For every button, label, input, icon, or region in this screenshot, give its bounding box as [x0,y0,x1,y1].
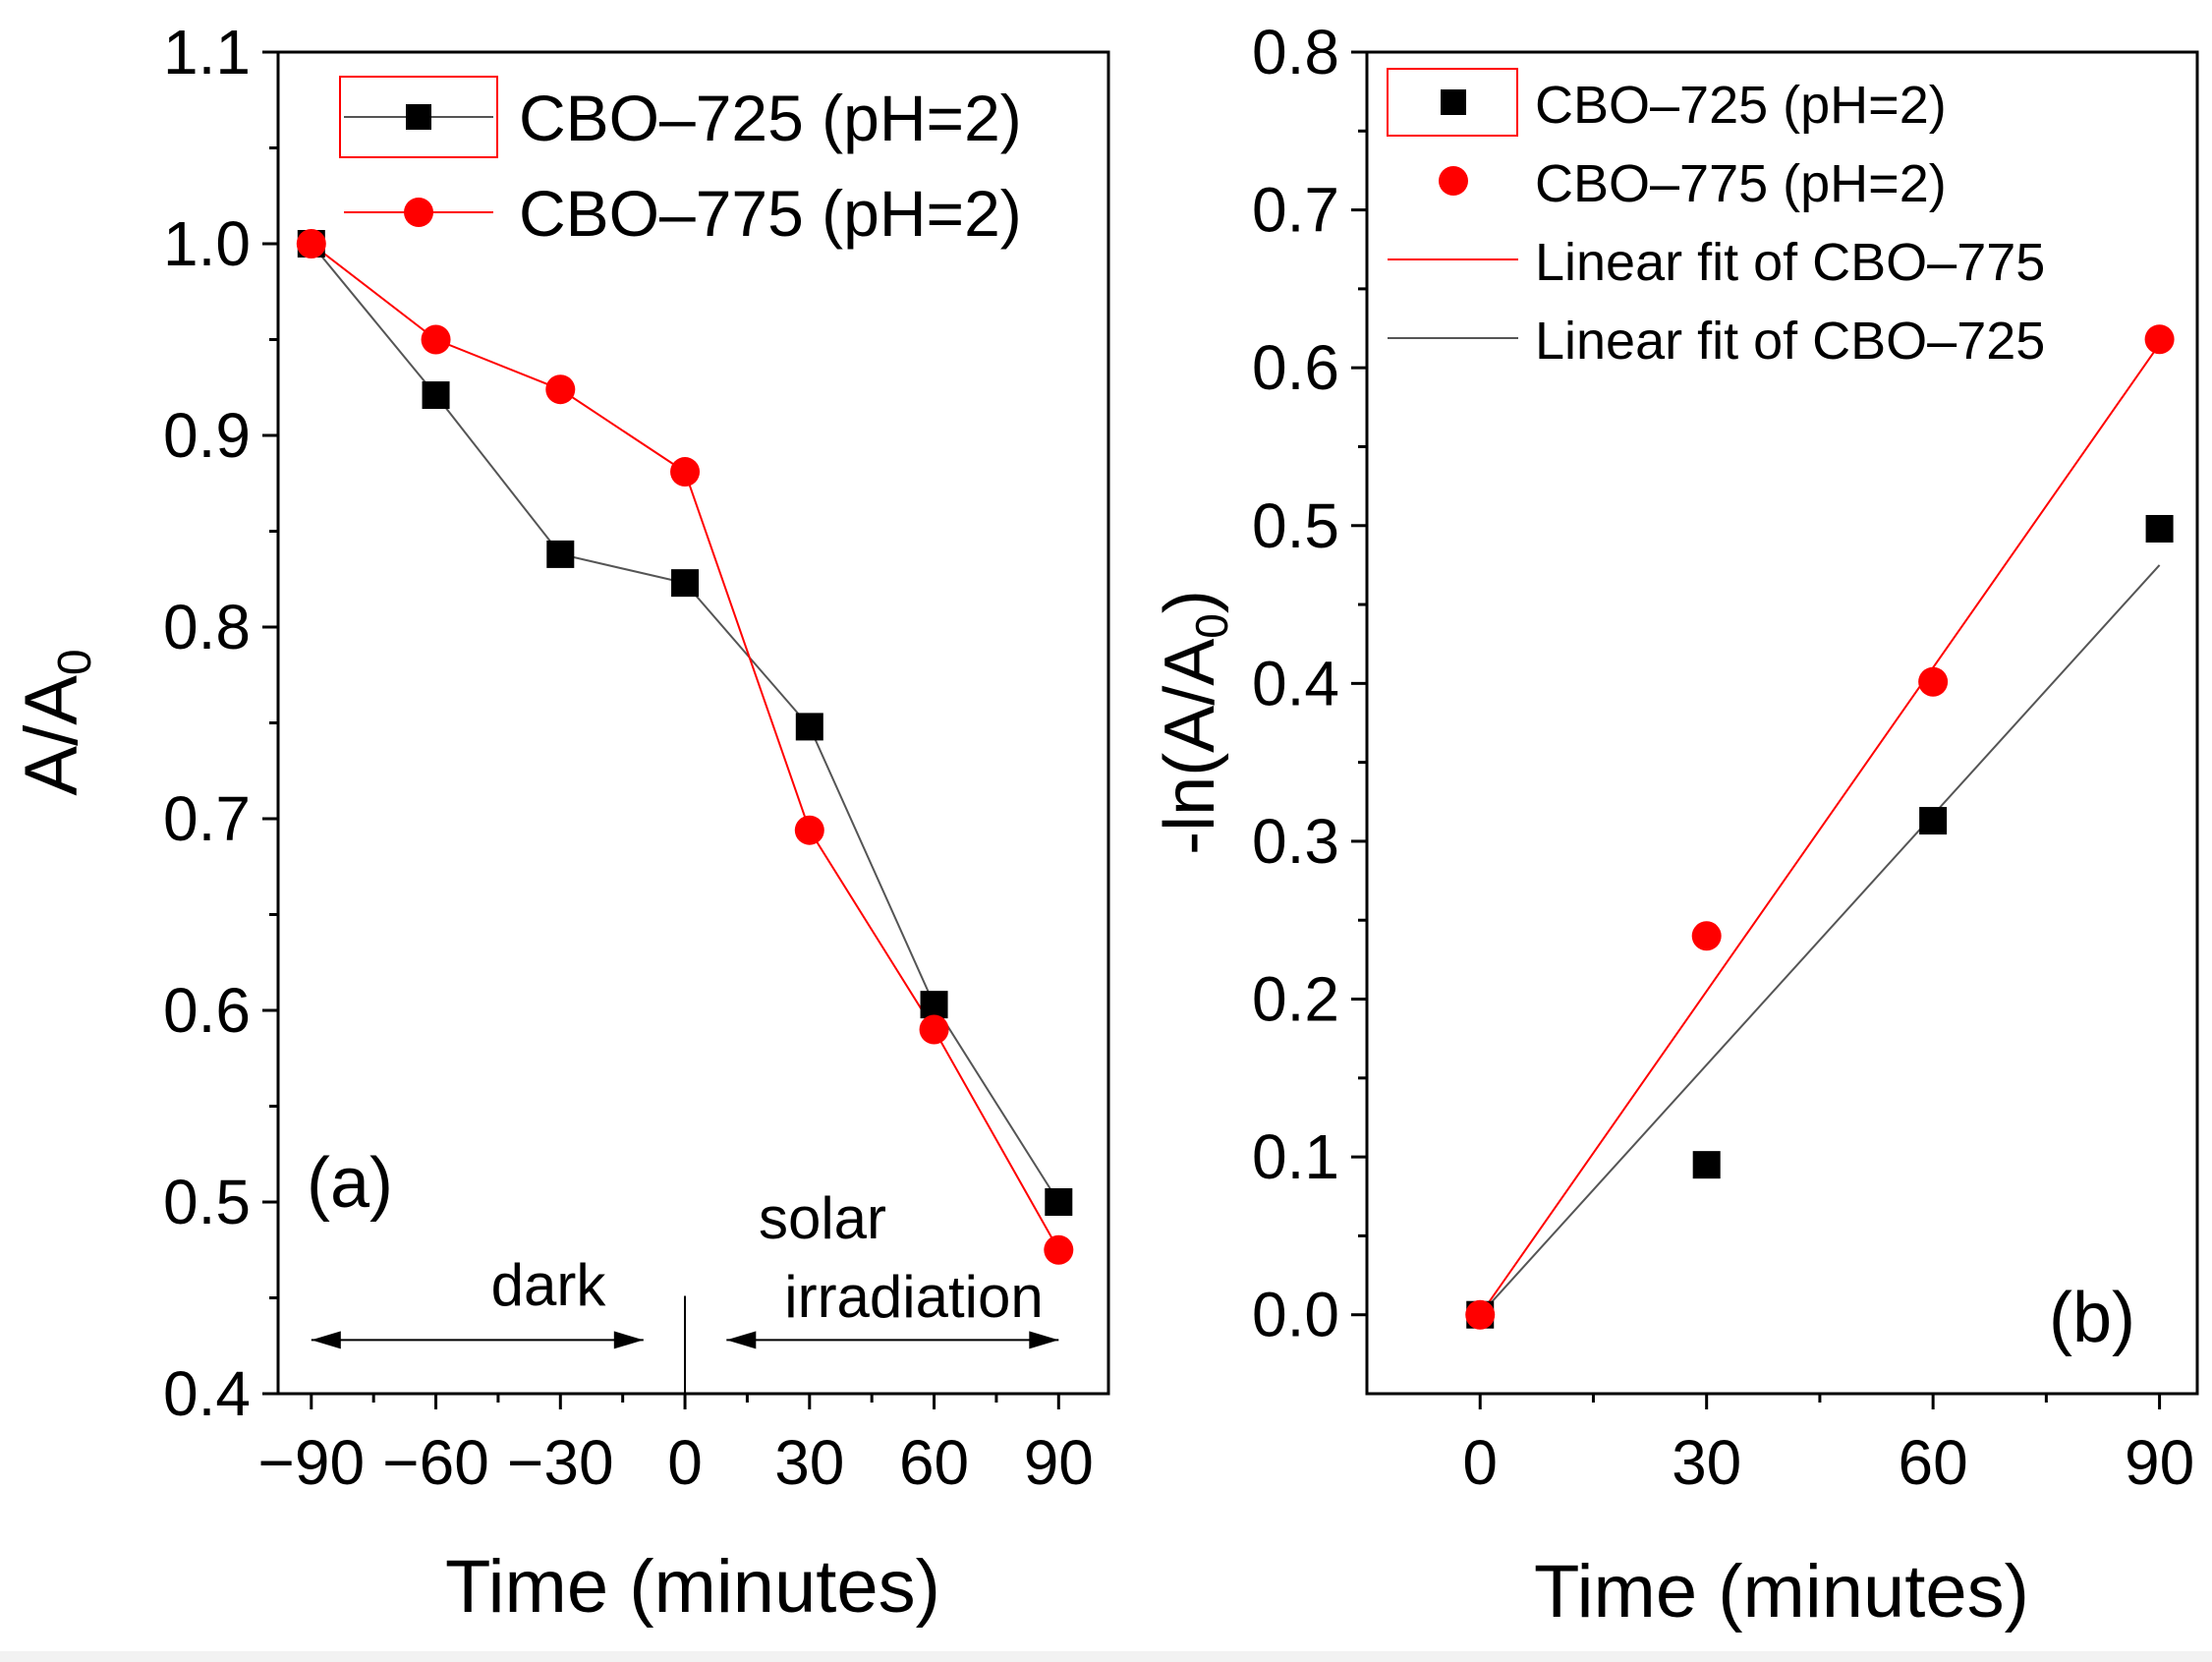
dark-label: dark [491,1252,607,1318]
legend-a-725-marker [406,104,431,130]
y-tick-label: 0.9 [163,400,251,471]
y-tick-label: 0.5 [163,1167,251,1237]
legend-b-775-marker [1439,166,1468,196]
irradiation-label: irradiation [784,1264,1043,1330]
fit-line [1479,343,2161,1316]
panel-b-markers [1465,324,2175,1330]
y-tick-label: 0.8 [163,592,251,662]
x-tick-label: 90 [1024,1427,1094,1498]
panel-b-legend: CBO–725 (pH=2) CBO–775 (pH=2) Linear fit… [1387,68,2045,371]
legend-b-fit775-label: Linear fit of CBO–775 [1535,233,2045,292]
data-point-square [1045,1188,1073,1216]
x-tick-label: 60 [1899,1427,1968,1498]
panel-b-label: (b) [2049,1279,2135,1357]
data-point-circle [794,815,824,845]
panel-a-ticks: −90 −60 −30 0 30 60 90 0.4 0.5 0.6 0.7 0.8 0.9 1.0 1.1 [163,17,1094,1498]
arrow-head-left [726,1331,757,1349]
panel-b-ylabel-main: -ln(A/A [1151,639,1229,855]
panel-b-xlabel: Time (minutes) [1534,1550,2029,1633]
panel-b-legend-highlight [1387,68,1518,137]
legend-a-775-marker [404,198,433,227]
data-point-square [1919,807,1948,835]
solar-label: solar [759,1185,886,1251]
panel-a: −90 −60 −30 0 30 60 90 0.4 0.5 0.6 0.7 0.8 0.9 1.0 1.1… [10,17,1110,1629]
data-point-circle [670,457,701,487]
x-tick-label: −60 [382,1427,489,1498]
x-tick-label: 30 [774,1427,844,1498]
y-tick-label: 0.8 [1252,17,1339,87]
panel-a-annotations [311,1295,1059,1394]
panel-a-legend: CBO–725 (pH=2) CBO–775 (pH=2) [339,76,1022,250]
panel-a-plot-frame [276,50,1110,1396]
fit-line [1479,564,2161,1316]
panel-b-ylabel-sub: 0 [1186,613,1237,639]
legend-b-725-label: CBO–725 (pH=2) [1535,76,1947,135]
data-point-square [795,713,823,741]
panel-a-ylabel-sub: 0 [49,649,101,675]
data-point-square [920,991,948,1019]
panel-a-label: (a) [307,1144,393,1223]
legend-b-fit725-label: Linear fit of CBO–725 [1535,312,2045,371]
data-point-circle [545,374,576,405]
y-tick-label: 1.0 [163,208,251,279]
panel-b-ylabel: -ln(A/A0) [1151,590,1237,855]
data-point-circle [919,1014,949,1045]
x-tick-label: 60 [899,1427,969,1498]
panel-a-xlabel: Time (minutes) [445,1545,940,1629]
data-point-circle [1044,1234,1074,1265]
x-tick-label: 0 [1462,1427,1498,1498]
y-tick-label: 1.1 [163,17,251,87]
data-point-circle [1465,1299,1496,1330]
y-tick-label: 0.7 [163,783,251,854]
data-point-square [2145,514,2174,543]
data-point-square [671,569,700,598]
panel-b-plot-frame [1365,50,2199,1396]
legend-a-775-label: CBO–775 (pH=2) [519,177,1022,250]
y-tick-label: 0.7 [1252,175,1339,246]
data-point-circle [2144,324,2175,355]
y-tick-label: 0.3 [1252,806,1339,877]
legend-a-725-label: CBO–725 (pH=2) [519,82,1022,154]
y-tick-label: 0.2 [1252,964,1339,1035]
x-tick-label: 0 [667,1427,703,1498]
panel-b: 0 30 60 90 0.0 0.1 0.2 0.3 0.4 0.5 0.6 0.7 0.8 Time … [1151,17,2199,1633]
data-point-circle [421,324,451,355]
legend-b-775-label: CBO–775 (pH=2) [1535,154,1947,213]
data-point-square [546,540,575,568]
y-tick-label: 0.6 [1252,332,1339,403]
panel-b-ticks: 0 30 60 90 0.0 0.1 0.2 0.3 0.4 0.5 0.6 0.7 0.8 [1252,17,2194,1498]
y-tick-label: 0.4 [1252,648,1339,718]
data-point-circle [1918,666,1949,697]
data-point-square [1692,1151,1721,1179]
panel-a-ylabel: A/A0 [10,649,101,795]
y-tick-label: 0.6 [163,975,251,1046]
y-tick-label: 0.1 [1252,1121,1339,1192]
y-tick-label: 0.4 [163,1358,251,1429]
panel-b-fit-lines [1479,343,2161,1316]
panel-b-ylabel-end: ) [1151,590,1229,613]
data-point-square [422,381,450,410]
x-tick-label: 90 [2125,1427,2194,1498]
arrow-head-right [613,1331,644,1349]
legend-b-725-marker [1441,89,1466,115]
panel-a-markers [296,229,1074,1265]
panel-a-legend-highlight [339,76,498,158]
y-tick-label: 0.5 [1252,490,1339,561]
x-tick-label: 30 [1672,1427,1741,1498]
data-point-circle [296,229,326,258]
data-point-circle [1691,921,1722,951]
bottom-strip [0,1651,2212,1662]
x-tick-label: −30 [507,1427,614,1498]
panel-a-ylabel-main: A/A [10,675,93,796]
x-tick-label: −90 [258,1427,366,1498]
arrow-head-left [311,1331,341,1349]
y-tick-label: 0.0 [1252,1280,1339,1350]
arrow-head-right [1029,1331,1059,1349]
